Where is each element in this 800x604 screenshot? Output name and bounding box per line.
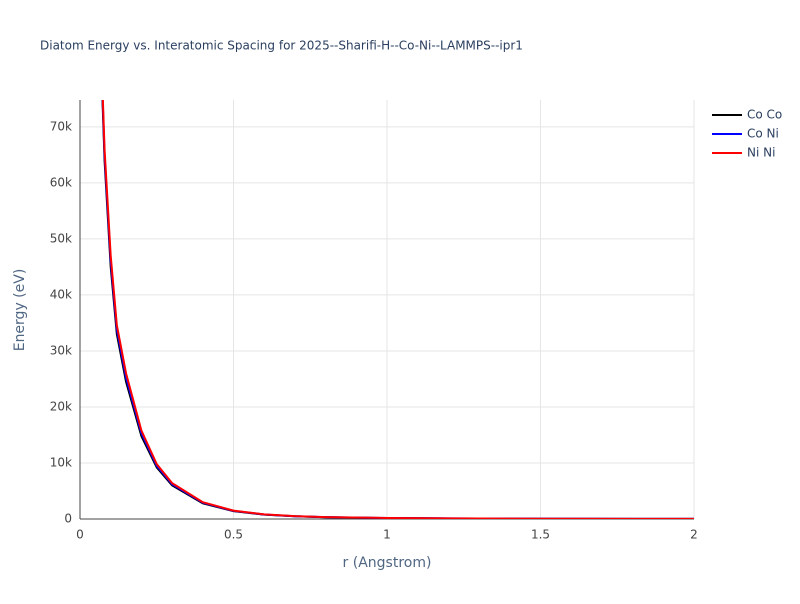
y-tick-label: 10k <box>50 455 72 469</box>
y-tick-label: 30k <box>50 343 72 357</box>
line <box>101 100 694 519</box>
y-tick-label: 0 <box>64 512 72 526</box>
legend-label: Ni Ni <box>747 146 775 160</box>
line <box>101 100 694 519</box>
y-tick-label: 70k <box>50 119 72 133</box>
x-axis-label: r (Angstrom) <box>343 555 432 571</box>
legend-label: Co Ni <box>747 127 779 141</box>
x-tick-label: 1 <box>383 528 391 542</box>
y-tick-label: 50k <box>50 231 72 245</box>
y-tick-label: 40k <box>50 287 72 301</box>
chart-title: Diatom Energy vs. Interatomic Spacing fo… <box>40 39 523 53</box>
y-tick-label: 60k <box>50 175 72 189</box>
x-tick-label: 2 <box>690 528 698 542</box>
y-axis-label: Energy (eV) <box>12 269 28 352</box>
legend-label: Co Co <box>747 108 782 122</box>
x-tick-label: 0.5 <box>224 528 243 542</box>
y-tick-label: 20k <box>50 399 72 413</box>
x-tick-label: 1.5 <box>531 528 550 542</box>
x-tick-label: 0 <box>76 528 84 542</box>
